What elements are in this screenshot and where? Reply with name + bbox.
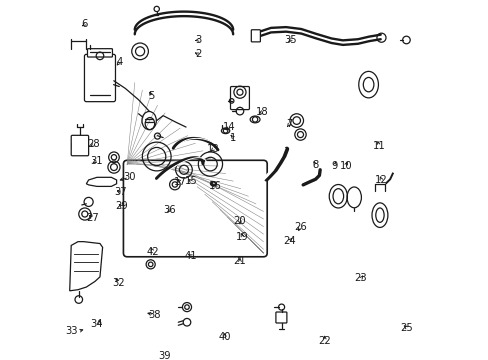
Text: 14: 14 — [223, 122, 235, 132]
Text: 18: 18 — [256, 107, 268, 117]
Text: 40: 40 — [218, 332, 231, 342]
Text: 22: 22 — [318, 336, 330, 346]
Text: 8: 8 — [312, 160, 318, 170]
FancyBboxPatch shape — [84, 54, 115, 102]
FancyBboxPatch shape — [230, 86, 249, 109]
Text: 6: 6 — [81, 19, 88, 29]
Text: 11: 11 — [372, 141, 385, 151]
FancyBboxPatch shape — [87, 49, 112, 57]
Text: 37: 37 — [114, 188, 126, 197]
Text: 39: 39 — [158, 351, 170, 360]
FancyBboxPatch shape — [275, 312, 286, 323]
FancyBboxPatch shape — [251, 30, 260, 42]
Text: 19: 19 — [236, 232, 248, 242]
Text: 7: 7 — [285, 120, 292, 129]
Text: 32: 32 — [112, 278, 125, 288]
Text: 33: 33 — [65, 326, 77, 336]
Polygon shape — [86, 177, 116, 186]
Text: 23: 23 — [354, 273, 366, 283]
Text: 38: 38 — [148, 310, 161, 320]
Text: 15: 15 — [184, 176, 197, 186]
Text: 26: 26 — [293, 221, 306, 231]
Text: 35: 35 — [284, 35, 296, 45]
Text: 5: 5 — [148, 91, 155, 101]
Text: 20: 20 — [233, 216, 246, 226]
Text: 16: 16 — [208, 181, 221, 191]
Text: 4: 4 — [116, 57, 122, 67]
Text: 27: 27 — [86, 213, 99, 223]
Text: 17: 17 — [173, 177, 186, 187]
Text: 3: 3 — [195, 35, 201, 45]
Text: 13: 13 — [207, 144, 219, 154]
Text: 30: 30 — [122, 172, 135, 182]
FancyBboxPatch shape — [71, 135, 88, 156]
Text: 10: 10 — [339, 161, 351, 171]
Text: 9: 9 — [331, 161, 337, 171]
Text: 42: 42 — [146, 247, 159, 257]
FancyBboxPatch shape — [123, 160, 266, 257]
Text: 1: 1 — [229, 132, 236, 143]
Text: 21: 21 — [233, 256, 246, 266]
Text: 41: 41 — [184, 251, 197, 261]
Text: 12: 12 — [374, 175, 387, 185]
Text: 25: 25 — [399, 323, 412, 333]
Text: 24: 24 — [283, 235, 296, 246]
Text: 36: 36 — [163, 205, 176, 215]
Text: 29: 29 — [115, 202, 128, 211]
Text: 34: 34 — [90, 319, 102, 329]
Text: 28: 28 — [87, 139, 100, 149]
Text: 31: 31 — [90, 156, 102, 166]
Text: 2: 2 — [195, 49, 201, 59]
